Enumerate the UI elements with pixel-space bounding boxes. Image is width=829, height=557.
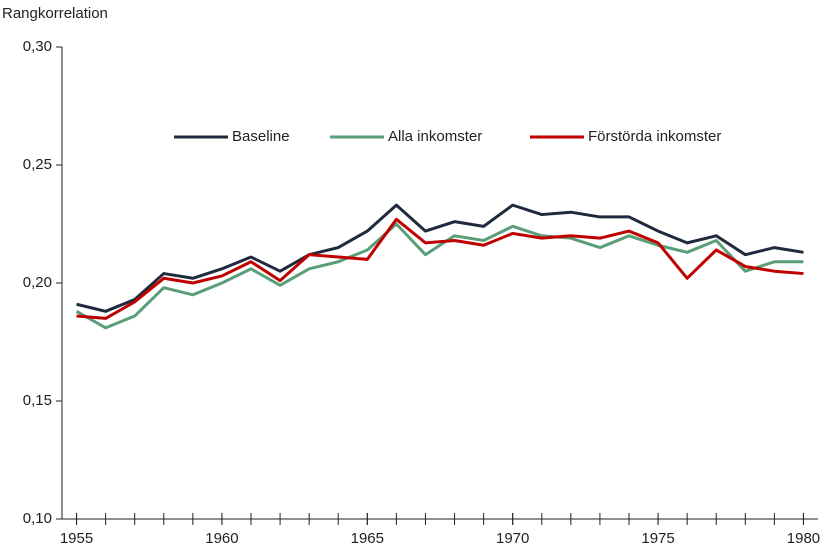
y-tick-label: 0,25: [23, 156, 52, 173]
x-tick-label: 1960: [205, 530, 238, 547]
x-tick-label: 1955: [60, 530, 93, 547]
x-tick-label: 1965: [351, 530, 384, 547]
y-tick-label: 0,30: [23, 38, 52, 55]
legend-label: Alla inkomster: [388, 128, 482, 145]
legend-label: Förstörda inkomster: [588, 128, 721, 145]
x-tick-label: 1980: [787, 530, 820, 547]
y-tick-label: 0,20: [23, 274, 52, 291]
y-tick-label: 0,15: [23, 392, 52, 409]
series-line: [76, 203, 804, 313]
y-tick-label: 0,10: [23, 510, 52, 527]
y-axis-label: Rangkorrelation: [2, 5, 108, 22]
legend-label: Baseline: [232, 128, 290, 145]
x-tick-label: 1970: [496, 530, 529, 547]
series-line: [76, 217, 804, 320]
series-line: [75, 222, 804, 330]
x-tick-label: 1975: [641, 530, 674, 547]
